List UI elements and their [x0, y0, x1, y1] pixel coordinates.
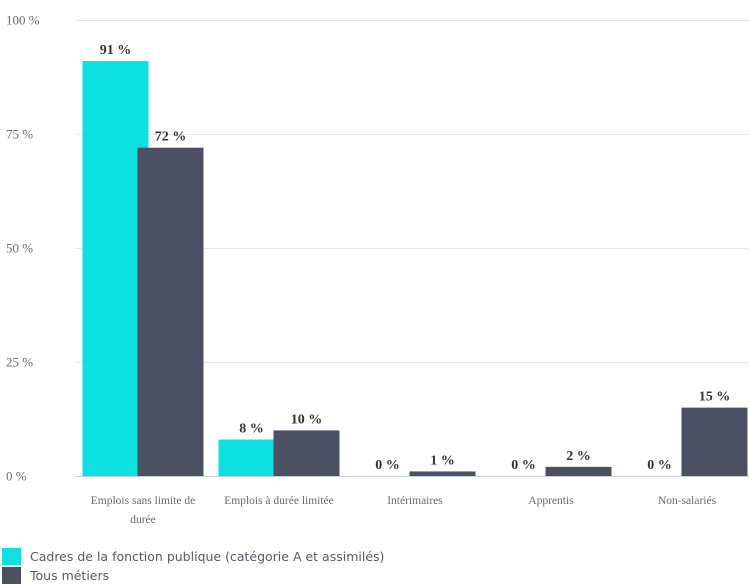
y-tick-label: 25 % [6, 355, 33, 370]
data-label: 72 % [155, 130, 187, 145]
legend: Cadres de la fonction publique (catégori… [2, 547, 384, 585]
bar [681, 407, 748, 476]
legend-swatch-tous-metiers [2, 567, 21, 584]
y-tick-label: 75 % [6, 127, 33, 142]
bar-chart: 0 % 25 % 50 % 75 % 100 % 91 % 72 % Emplois sans… [6, 13, 749, 526]
x-tick-label: Emplois à durée limitée [224, 495, 334, 507]
data-label: 15 % [699, 390, 731, 405]
data-label: 0 % [647, 458, 672, 473]
data-label: 8 % [239, 422, 264, 437]
x-tick-label: durée [130, 514, 156, 526]
x-tick-label: Apprentis [528, 495, 574, 507]
y-tick-label: 100 % [6, 13, 40, 28]
data-label: 1 % [430, 453, 455, 468]
x-tick-label: Intérimaires [387, 495, 443, 507]
bar [273, 430, 340, 476]
legend-label-cadres: Cadres de la fonction publique (catégori… [30, 549, 385, 564]
bar [545, 466, 612, 476]
x-tick-label: Non-salariés [658, 495, 717, 507]
legend-item-cadres[interactable]: Cadres de la fonction publique (catégori… [2, 547, 384, 566]
data-label: 91 % [100, 43, 132, 58]
data-label: 0 % [375, 458, 400, 473]
legend-swatch-cadres [2, 548, 21, 565]
data-label: 10 % [291, 412, 323, 427]
y-tick-label: 0 % [6, 469, 27, 484]
legend-label-tous-metiers: Tous métiers [30, 568, 110, 583]
x-tick-label: Emplois sans limite de [91, 495, 195, 507]
legend-item-tous-metiers[interactable]: Tous métiers [2, 566, 384, 585]
data-label: 0 % [511, 458, 536, 473]
bar [409, 471, 476, 476]
bar [137, 147, 204, 476]
data-label: 2 % [566, 449, 591, 464]
y-tick-label: 50 % [6, 241, 33, 256]
